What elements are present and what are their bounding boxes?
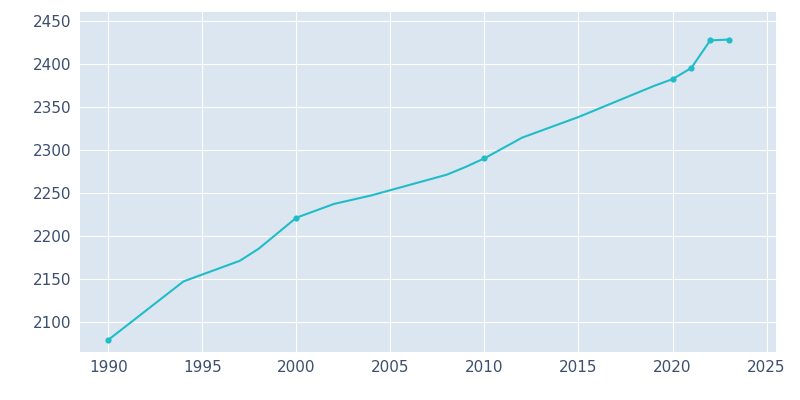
Point	[722, 36, 735, 43]
Point	[704, 37, 717, 44]
Point	[102, 337, 114, 343]
Point	[666, 76, 679, 82]
Point	[685, 65, 698, 71]
Point	[478, 155, 491, 162]
Point	[290, 214, 302, 221]
